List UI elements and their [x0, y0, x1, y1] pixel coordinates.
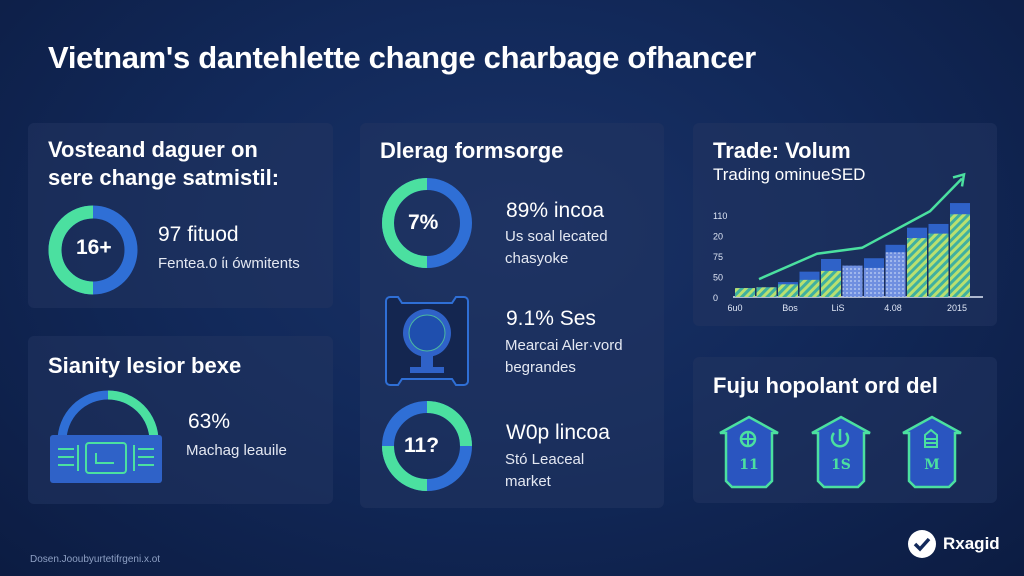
bar-inner: [928, 233, 949, 297]
y-tick-label: 20: [713, 232, 723, 242]
badge-label: 1S: [831, 457, 851, 473]
card-title: Fuju hopolant ord del: [713, 373, 938, 398]
bar-inner: [821, 270, 841, 297]
y-tick-label: 50: [713, 273, 723, 283]
security-card: Sianity lesior bexe 63% Machag leauile: [28, 336, 333, 504]
y-tick-label: 0: [713, 293, 718, 303]
stat-desc: market: [505, 473, 551, 490]
bar-inner: [907, 238, 927, 297]
footer-source: Dosen.Jooubyurtetifrgeni.x.ot: [30, 554, 161, 565]
bar-inner: [778, 284, 798, 297]
badge-label: 11: [739, 457, 759, 473]
trend-arrow-icon: [952, 172, 966, 187]
gauge-device-icon: [50, 390, 162, 483]
bar-inner: [885, 252, 906, 297]
badges-card: Fuju hopolant ord del 11 1S M: [693, 357, 997, 503]
stat-value: 63%: [188, 410, 231, 433]
card-title: Trade: Volum: [713, 138, 851, 163]
stat-value: 9.1% Ses: [506, 307, 596, 330]
stat-value: 97 fituod: [158, 223, 239, 246]
x-tick-label: 6u0: [727, 303, 742, 313]
brand-logo: Rxagid: [943, 534, 1000, 553]
house-icon: [902, 415, 962, 489]
power-icon: [811, 415, 871, 489]
stat-desc: chasyoke: [505, 250, 569, 267]
trend-line: [758, 177, 963, 281]
bar-inner: [842, 265, 863, 297]
donut-chart: [48, 205, 138, 295]
donut-chart: [382, 178, 472, 268]
donut-label: 7%: [408, 211, 439, 234]
x-tick-label: 2015: [947, 303, 967, 313]
bar-inner: [756, 287, 777, 297]
stat-value: W0p lincoa: [506, 421, 610, 444]
badge-power: 1S: [810, 415, 872, 489]
card-title: Vosteand daguer on sere change satmistil…: [48, 136, 338, 192]
check-logo-icon: [908, 530, 936, 558]
badge-robot: 11: [718, 415, 780, 489]
climate-stat-card: Vosteand daguer on sere change satmistil…: [28, 123, 333, 308]
stat-value: 89% incoa: [506, 199, 605, 222]
stat-desc: Us soal lecated: [505, 228, 608, 245]
bar-inner: [864, 267, 884, 297]
stat-desc: begrandes: [505, 359, 576, 376]
x-tick-label: 4.08: [884, 303, 902, 313]
bar-chart: 0 50 75 20 110 6u0 Bos LiS 4.08 2015: [713, 172, 983, 313]
donut-label: 11?: [404, 434, 440, 457]
storage-card: Dlerag formsorge 7% 89% incoa Us soal le…: [360, 123, 664, 508]
badge-house: M: [901, 415, 963, 489]
card-subtitle: Trading ominueSED: [713, 165, 866, 184]
card-title: Dlerag formsorge: [380, 138, 564, 163]
robot-icon: [719, 415, 779, 489]
x-tick-label: LiS: [831, 303, 844, 313]
stat-desc: Machag leauile: [186, 442, 287, 459]
stat-desc: Fentea.0 ίι ówmitents: [158, 255, 300, 272]
donut-label: 16+: [76, 236, 112, 259]
y-tick-label: 75: [713, 252, 723, 262]
badge-label: M: [924, 457, 940, 473]
card-title-line: Vosteand daguer on: [48, 137, 258, 162]
y-tick-label: 110: [713, 211, 727, 221]
stat-desc: Stó Leaceal: [505, 451, 585, 468]
donut-chart: [382, 401, 472, 491]
x-tick-label: Bos: [782, 303, 798, 313]
bar-inner: [735, 288, 755, 297]
page-title: Vietnam's dantehlette change charbage of…: [48, 40, 756, 75]
globe-device-icon: [385, 296, 469, 386]
stat-desc: Mearcai Aler·vord: [505, 337, 623, 354]
bar-inner: [950, 214, 970, 297]
card-title: Sianity lesior bexe: [48, 353, 242, 378]
trade-volume-card: Trade: Volum Trading ominueSED 0 50 75 20 11…: [693, 123, 997, 326]
bar-inner: [799, 279, 820, 297]
card-title-line: sere change satmistil:: [48, 165, 280, 190]
